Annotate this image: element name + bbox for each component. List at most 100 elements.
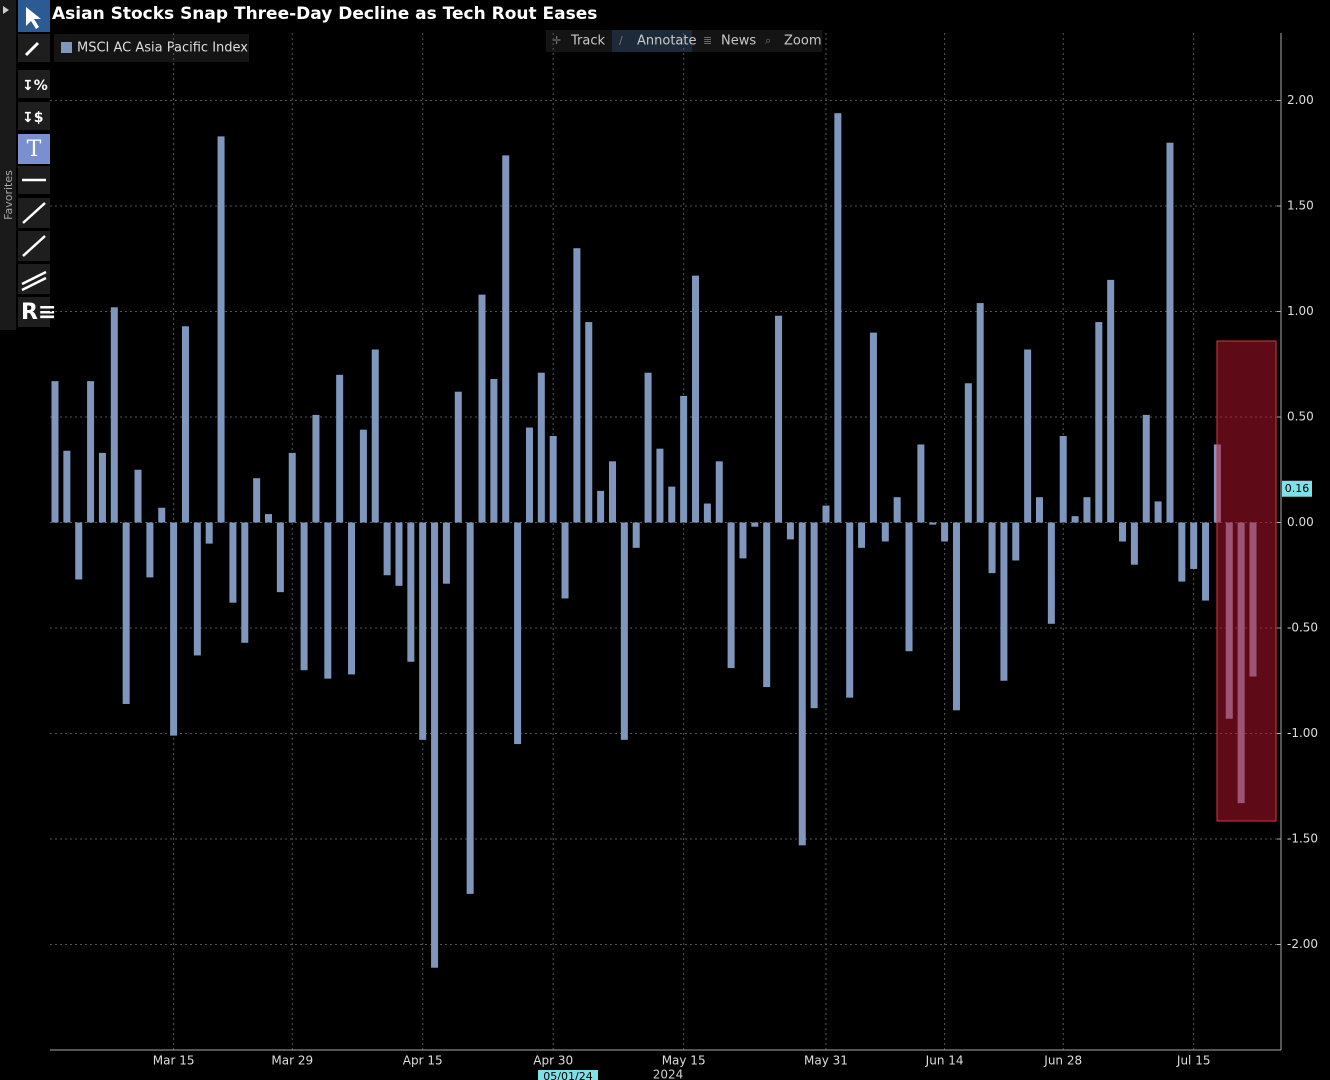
bar	[312, 414, 320, 523]
bar	[158, 507, 166, 523]
text-icon: T	[27, 137, 42, 162]
toolbar-zoom[interactable]: Zoom	[784, 34, 821, 49]
bar	[632, 522, 640, 548]
bar	[1178, 522, 1186, 582]
pct-icon: ↧%	[22, 78, 48, 94]
bar	[241, 522, 249, 643]
bar	[466, 522, 474, 894]
bar	[810, 522, 818, 709]
bar	[63, 450, 71, 523]
bar	[941, 522, 949, 542]
bar	[703, 503, 711, 523]
y-tick-label: 1.50	[1287, 199, 1314, 213]
bar	[525, 427, 533, 523]
bar	[300, 522, 308, 671]
bar	[822, 505, 830, 523]
bar	[1012, 522, 1020, 561]
bar	[917, 444, 925, 523]
bar	[1119, 522, 1127, 542]
bar	[1154, 501, 1162, 523]
bar	[656, 448, 664, 523]
sidebar: Favorites T ↧% ↧$ R≡	[0, 0, 56, 330]
bar	[371, 349, 379, 523]
bar	[727, 522, 735, 669]
x-tick-label: Jul 15	[1176, 1054, 1211, 1068]
trend-icon	[22, 202, 46, 224]
bar	[561, 522, 569, 599]
bar	[265, 514, 273, 523]
bar	[1107, 279, 1115, 523]
x-tick-label: Jun 28	[1043, 1054, 1082, 1068]
bar	[253, 478, 261, 523]
bar	[478, 294, 486, 523]
bar	[1035, 497, 1043, 523]
bar	[715, 461, 723, 523]
bar	[976, 303, 984, 523]
bar	[431, 522, 439, 968]
bar	[858, 522, 866, 548]
bar	[359, 429, 367, 523]
bar	[193, 522, 201, 656]
bar	[348, 522, 356, 675]
bar	[98, 452, 106, 523]
legend-box	[54, 34, 249, 62]
bar	[585, 322, 593, 523]
bar	[514, 522, 522, 745]
tool-pct[interactable]	[18, 70, 50, 98]
y-tick-label: -0.50	[1287, 621, 1318, 635]
legend-swatch	[61, 42, 72, 53]
zoom-icon: ⌕	[765, 34, 771, 47]
toolbar-news[interactable]: News	[721, 34, 756, 49]
bar	[573, 248, 581, 523]
x-tick-label: Mar 15	[153, 1054, 195, 1068]
bar	[775, 315, 783, 523]
y-tick-label: -2.00	[1287, 937, 1318, 951]
bar	[1202, 522, 1210, 601]
tool-dollar[interactable]	[18, 102, 50, 130]
bar	[110, 307, 118, 523]
bar	[739, 522, 747, 559]
bar	[383, 522, 391, 576]
date-marker: 05/01/24	[543, 1070, 592, 1080]
bar	[1190, 522, 1198, 569]
sidebar-arrow	[3, 6, 9, 14]
bar	[644, 372, 652, 523]
x-tick-label: Mar 29	[271, 1054, 313, 1068]
y-tick-label: -1.50	[1287, 832, 1318, 846]
bar	[881, 522, 889, 542]
y-tick-label: 0.00	[1287, 515, 1314, 529]
bar	[490, 379, 498, 523]
toolbar-annotate[interactable]: Annotate	[637, 34, 696, 49]
bar	[1142, 414, 1150, 523]
toolbar-track[interactable]: Track	[570, 34, 605, 49]
legend-label: MSCI AC Asia Pacific Index	[77, 41, 248, 56]
last-value-box	[1282, 480, 1312, 497]
bar	[869, 332, 877, 523]
annotate-icon: ∕	[619, 34, 623, 47]
dollar-icon: ↧$	[22, 110, 43, 126]
y-tick-label: 2.00	[1287, 93, 1314, 107]
tool-text[interactable]	[18, 134, 50, 164]
bar	[217, 136, 225, 523]
tool-ret[interactable]	[18, 297, 50, 327]
date-marker-box	[538, 1070, 598, 1080]
bar	[798, 522, 806, 846]
bar	[87, 381, 95, 523]
bar	[680, 395, 688, 523]
bar	[964, 383, 972, 523]
bar	[620, 522, 628, 740]
bar	[442, 522, 450, 584]
bar	[51, 381, 59, 523]
bar	[1166, 142, 1174, 523]
bar	[1083, 497, 1091, 523]
bar	[1059, 436, 1067, 523]
pen-icon	[24, 41, 40, 57]
toolbar-active	[612, 30, 692, 52]
bar	[597, 490, 605, 523]
highlight-annotation	[1216, 340, 1277, 822]
cursor-icon	[26, 7, 41, 29]
bar	[1047, 522, 1055, 624]
bar	[75, 522, 83, 580]
y-tick-label: -1.00	[1287, 726, 1318, 740]
